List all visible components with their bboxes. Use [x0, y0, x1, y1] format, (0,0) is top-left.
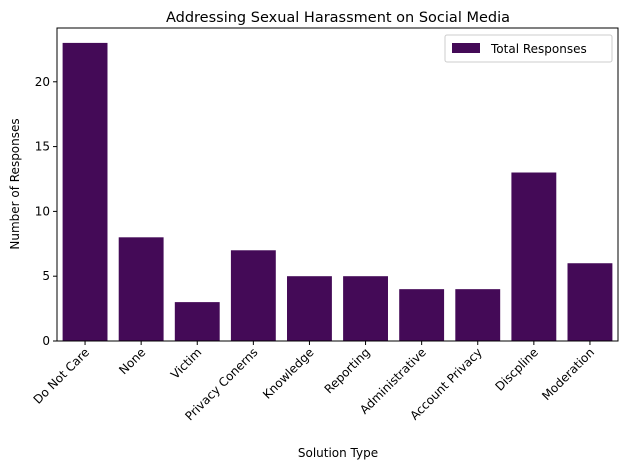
y-tick-label: 20 [35, 75, 50, 89]
legend-frame [444, 34, 613, 63]
bar-knowledge [287, 276, 332, 341]
x-tick-label: Do Not Care [31, 345, 93, 407]
bar-account-privacy [455, 289, 501, 341]
bars-group [62, 42, 613, 342]
legend-label: Total Responses [490, 42, 587, 56]
y-tick-label: 5 [42, 269, 50, 283]
y-tick-label: 15 [35, 140, 50, 154]
bar-administrative [399, 289, 445, 341]
bar-moderation [567, 263, 613, 341]
x-axis-label: Solution Type [298, 446, 378, 460]
plot-frame [56, 27, 619, 342]
y-tick-label: 10 [35, 204, 50, 218]
x-tick-label: Moderation [539, 345, 597, 403]
x-tick-label: Victim [168, 345, 204, 381]
chart-title: Addressing Sexual Harassment on Social M… [166, 10, 510, 26]
bar-privacy-conerns [230, 250, 276, 341]
x-tick-label: Discpline [492, 345, 541, 394]
bar-reporting [343, 276, 388, 341]
x-tick-label: Knowledge [260, 345, 317, 402]
bar-none [118, 237, 164, 341]
bar-victim [174, 302, 220, 341]
bar-do-not-care [62, 42, 108, 342]
y-axis-ticks: 0 5 10 15 20 [35, 75, 57, 348]
y-tick-label: 0 [42, 334, 50, 348]
x-tick-label: Reporting [322, 345, 373, 396]
x-tick-label: None [116, 345, 148, 377]
legend: Total Responses [444, 34, 613, 63]
y-axis-label: Number of Responses [8, 118, 22, 249]
legend-swatch [452, 43, 480, 53]
bar-discpline [511, 172, 557, 341]
